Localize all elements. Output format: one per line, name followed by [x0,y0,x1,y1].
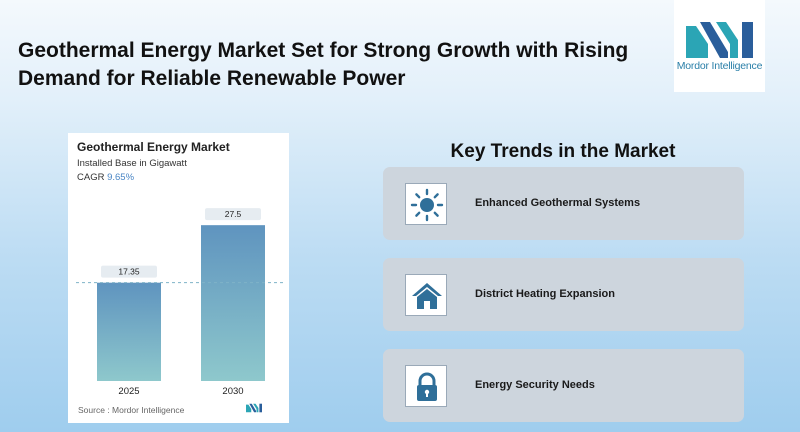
trend-card-energy-security: Energy Security Needs [383,349,744,422]
logo-text: Mordor Intelligence [676,60,763,72]
cagr-value: 9.65% [107,172,135,183]
mordor-logo: Mordor Intelligence [674,0,765,92]
bar-chart: 17.35 2025 27.5 2030 [76,208,286,397]
page-headline: Geothermal Energy Market Set for Strong … [18,39,629,90]
trends-title: Key Trends in the Market [450,141,676,162]
chart-cagr: CAGR 9.65% [77,172,134,183]
value-label-bg [101,265,157,278]
chart-title: Geothermal Energy Market [77,140,230,154]
x-tick-2025: 2025 [118,386,139,397]
trend-card-district-heating: District Heating Expansion [383,258,744,331]
trend-label: Enhanced Geothermal Systems [475,197,641,209]
chart-source: Source : Mordor Intelligence [78,405,185,415]
trend-label: Energy Security Needs [475,379,595,391]
bar-2025 [97,282,161,381]
value-label-2025: 17.35 [118,267,140,277]
value-label-2030: 27.5 [225,209,242,219]
chart-subtitle: Installed Base in Gigawatt [77,158,187,169]
house-icon [405,274,447,316]
mordor-logo-mark-icon [686,22,753,58]
mini-logo-icon [246,403,262,413]
lock-icon [405,365,447,407]
bar-2030 [201,225,265,381]
x-tick-2030: 2030 [222,386,243,397]
cagr-label: CAGR [77,172,105,183]
chart-card: Geothermal Energy Market Installed Base … [68,133,289,423]
trend-label: District Heating Expansion [475,288,615,300]
trend-card-enhanced-geothermal: Enhanced Geothermal Systems [383,167,744,240]
sun-icon [405,183,447,225]
value-label-bg [205,208,261,221]
